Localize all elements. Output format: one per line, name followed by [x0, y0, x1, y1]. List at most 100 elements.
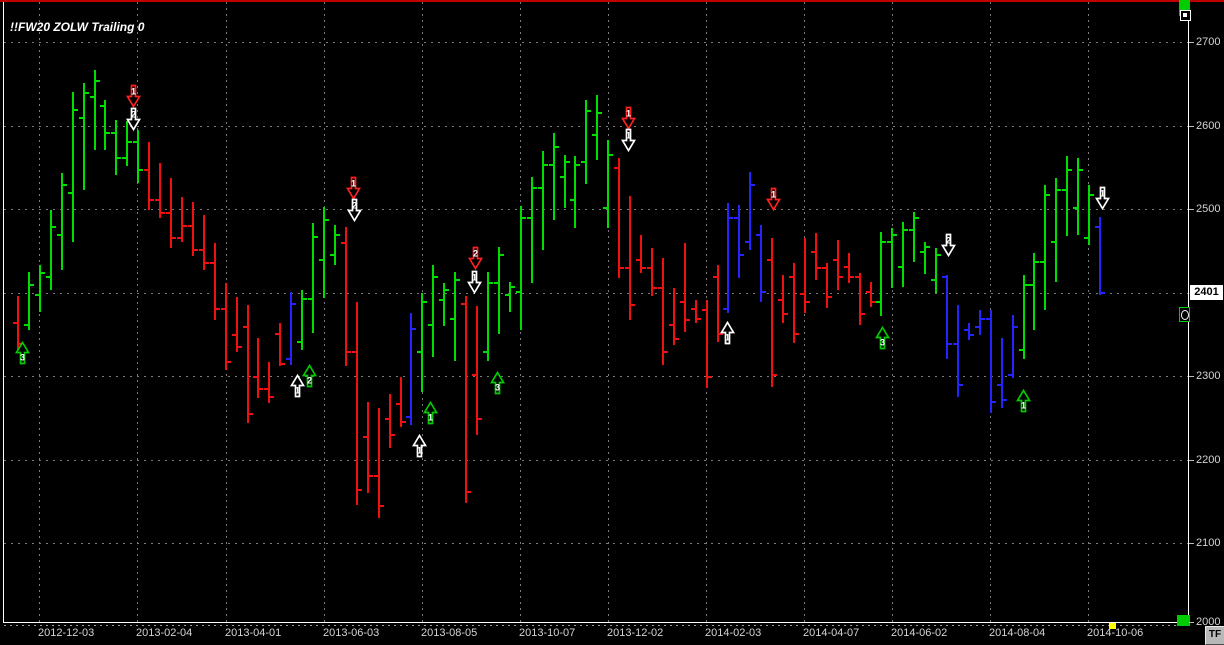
bar-open-tick: [396, 403, 400, 405]
bar-open-tick: [155, 199, 159, 201]
bar-close-tick: [839, 276, 843, 278]
bar-close-tick: [729, 217, 733, 219]
bar-close-tick: [227, 361, 231, 363]
svg-text:3: 3: [880, 338, 885, 348]
ohlc-bar: [50, 210, 52, 290]
svg-text:1: 1: [472, 273, 477, 283]
bar-close-tick: [391, 434, 395, 436]
ohlc-bar: [476, 306, 478, 435]
bar-close-tick: [85, 92, 89, 94]
sell-signal-arrow-down-icon: 1: [466, 270, 483, 294]
ohlc-bar: [334, 225, 336, 265]
ohlc-bar: [717, 265, 719, 342]
bar-open-tick: [898, 266, 902, 268]
bar-close-tick: [1003, 399, 1007, 401]
bar-close-tick: [598, 112, 602, 114]
bar-close-tick: [205, 262, 209, 264]
svg-text:2: 2: [946, 236, 951, 246]
bar-close-tick: [751, 184, 755, 186]
bar-open-tick: [876, 301, 880, 303]
bar-close-tick: [74, 109, 78, 111]
ohlc-bar: [61, 173, 63, 270]
bar-close-tick: [686, 319, 690, 321]
bar-open-tick: [483, 351, 487, 353]
bar-open-tick: [625, 267, 629, 269]
sell-signal-arrow-down-icon: 1: [1094, 186, 1111, 210]
ohlc-bar: [170, 178, 172, 248]
bar-open-tick: [527, 217, 531, 219]
svg-text:1: 1: [1021, 401, 1026, 411]
bar-open-tick: [232, 334, 236, 336]
ohlc-bar: [367, 402, 369, 493]
bar-open-tick: [844, 266, 848, 268]
ohlc-bar: [312, 223, 314, 333]
bar-open-tick: [953, 343, 957, 345]
object-anchor-box-icon[interactable]: [1180, 10, 1191, 21]
date-axis-label: 2012-12-03: [38, 627, 95, 639]
bar-open-tick: [866, 291, 870, 293]
ohlc-bar: [148, 142, 150, 210]
price-axis-label: 2700: [1196, 36, 1221, 48]
ohlc-bar: [564, 155, 566, 208]
bottom-right-green-marker[interactable]: [1177, 615, 1190, 626]
ohlc-bar: [356, 302, 358, 505]
bar-open-tick: [1040, 261, 1044, 263]
bar-close-tick: [1057, 189, 1061, 191]
bar-open-tick: [275, 333, 279, 335]
bar-open-tick: [1019, 349, 1023, 351]
bar-close-tick: [292, 303, 296, 305]
price-axis-tick: [1189, 543, 1194, 544]
bar-open-tick: [439, 299, 443, 301]
bar-open-tick: [243, 326, 247, 328]
object-circle-marker-icon[interactable]: [1179, 307, 1190, 322]
bar-close-tick: [762, 291, 766, 293]
bar-close-tick: [970, 334, 974, 336]
bar-close-tick: [806, 301, 810, 303]
svg-text:1: 1: [626, 131, 631, 141]
price-axis-tick: [1189, 209, 1194, 210]
buy-signal-arrow-up-icon: 2: [301, 364, 318, 388]
bar-open-tick: [723, 308, 727, 310]
bar-close-tick: [740, 254, 744, 256]
bar-close-tick: [270, 396, 274, 398]
chart-title: !!FW20 ZOLW Trailing 0: [10, 20, 145, 34]
bar-open-tick: [778, 299, 782, 301]
sell-signal-arrow-down-icon: 2: [467, 246, 484, 270]
ohlc-bar: [902, 222, 904, 287]
bar-close-tick: [522, 217, 526, 219]
ohlc-bar: [443, 283, 445, 326]
ohlc-bar: [957, 305, 959, 397]
object-anchor-marker[interactable]: [1179, 0, 1190, 16]
ohlc-bar: [651, 248, 653, 296]
ohlc-bar: [279, 323, 281, 366]
ohlc-bar: [553, 133, 555, 220]
bar-close-tick: [904, 229, 908, 231]
bar-close-tick: [358, 489, 362, 491]
bar-open-tick: [166, 212, 170, 214]
bar-open-tick: [494, 282, 498, 284]
ohlc-bar: [181, 197, 183, 242]
bar-open-tick: [614, 167, 618, 169]
ohlc-bar: [815, 233, 817, 280]
bar-open-tick: [308, 298, 312, 300]
ohlc-bar: [94, 70, 96, 150]
ohlc-bar: [389, 394, 391, 448]
bar-open-tick: [1051, 241, 1055, 243]
ohlc-bar: [509, 282, 511, 312]
bar-open-tick: [13, 322, 17, 324]
ohlc-bar: [257, 338, 259, 398]
sell-signal-arrow-down-icon: 1: [125, 84, 142, 108]
date-axis-label: 2013-04-01: [225, 627, 282, 639]
ohlc-bar: [126, 121, 128, 166]
ohlc-bar: [1001, 338, 1003, 408]
bar-open-tick: [822, 267, 826, 269]
plot-frame-left: [3, 2, 4, 622]
bar-close-tick: [128, 141, 132, 143]
svg-text:1: 1: [771, 190, 776, 200]
price-axis-label: 2300: [1196, 370, 1221, 382]
bar-close-tick: [467, 491, 471, 493]
bar-close-tick: [937, 254, 941, 256]
timeframe-box[interactable]: TF: [1205, 626, 1224, 645]
bar-close-tick: [259, 388, 263, 390]
